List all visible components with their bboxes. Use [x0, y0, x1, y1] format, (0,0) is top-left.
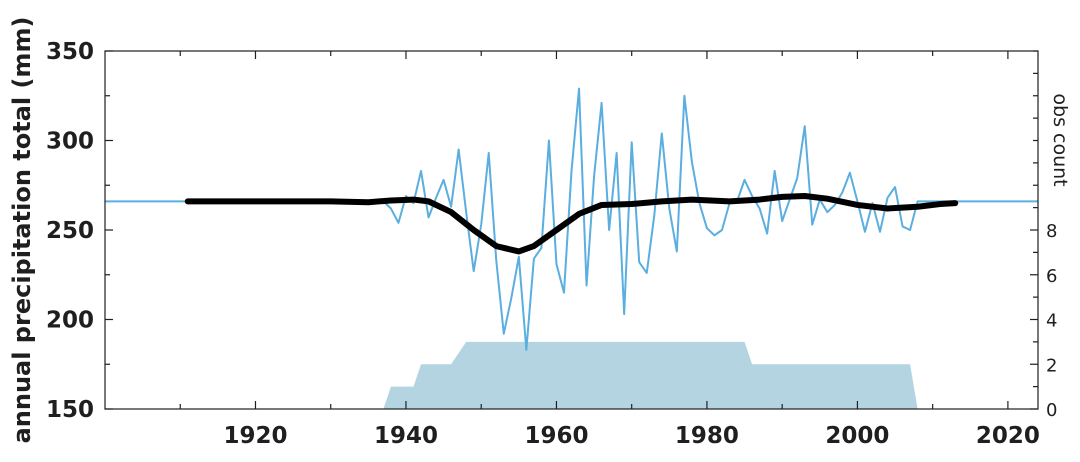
smoothed-trend-line: [184, 192, 959, 255]
precipitation-lines-layer: [105, 87, 1038, 351]
obs-count-area: [383, 341, 918, 409]
y2-tick-label: 4: [1046, 311, 1057, 332]
y-axis-label: annual precipitation total (mm): [8, 17, 36, 444]
x-tick-label: 1920: [223, 423, 287, 449]
annual-precipitation-line: [382, 87, 956, 351]
x-tick-label: 1980: [675, 423, 739, 449]
y-tick-label: 300: [46, 129, 94, 155]
x-tick-label: 2000: [825, 423, 889, 449]
y-tick-label: 350: [46, 39, 94, 65]
x-tick-label: 1960: [524, 423, 588, 449]
obs-count-area-layer: [383, 341, 918, 409]
y2-tick-label: 8: [1046, 221, 1057, 242]
x-tick-label: 1940: [374, 423, 438, 449]
y-tick-label: 250: [46, 218, 94, 244]
y-tick-label: 200: [46, 308, 94, 334]
y2-axis-label: obs count: [1049, 93, 1071, 186]
y-tick-label: 150: [46, 397, 94, 423]
x-tick-label: 2020: [976, 423, 1040, 449]
y2-tick-label: 0: [1046, 400, 1057, 421]
axes-layer: 150 200 250 300 350 1920 1940 1960 1980 2000 2020 0…: [46, 39, 1057, 449]
y2-tick-label: 2: [1046, 355, 1057, 376]
y2-tick-label: 6: [1046, 266, 1057, 287]
